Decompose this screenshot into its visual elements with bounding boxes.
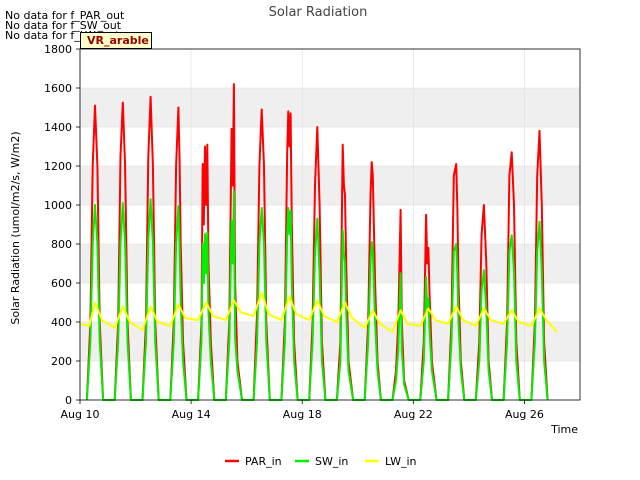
series-lines	[79, 83, 558, 401]
x-tick-label: Aug 14	[172, 408, 211, 421]
y-tick-label: 1200	[44, 160, 72, 173]
y-tick-label: 1800	[44, 43, 72, 56]
legend-label: SW_in	[315, 455, 348, 468]
series-line-lw-in	[79, 291, 558, 333]
legend-label: LW_in	[385, 455, 417, 468]
site-label-box: VR_arable	[80, 32, 152, 49]
series-line-sw-in	[85, 190, 549, 401]
y-tick-label: 1400	[44, 121, 72, 134]
y-tick-label: 0	[65, 394, 72, 407]
x-axis-label: Time	[550, 423, 578, 436]
x-axis: Aug 10 Aug 14 Aug 18 Aug 22 Aug 26	[61, 400, 544, 421]
y-axis: 0 200 400 600 800 1000 1200 1400 1600 1800	[44, 43, 80, 407]
y-tick-label: 800	[51, 238, 72, 251]
y-tick-label: 600	[51, 277, 72, 290]
plot-band	[80, 322, 580, 361]
plot-band	[80, 244, 580, 283]
x-tick-label: Aug 10	[61, 408, 100, 421]
x-tick-label: Aug 22	[394, 408, 433, 421]
legend: PAR_in SW_in LW_in	[225, 455, 417, 468]
plot-background-bands	[80, 88, 580, 361]
y-tick-label: 1000	[44, 199, 72, 212]
chart-title: Solar Radiation	[269, 5, 368, 20]
legend-label: PAR_in	[245, 455, 282, 468]
y-tick-label: 200	[51, 355, 72, 368]
y-tick-label: 1600	[44, 82, 72, 95]
plot-band	[80, 166, 580, 205]
x-tick-label: Aug 18	[283, 408, 322, 421]
plot-frame	[79, 48, 581, 401]
no-data-note-par: No data for f_PAR_out	[5, 9, 125, 22]
x-tick-label: Aug 26	[505, 408, 544, 421]
y-tick-label: 400	[51, 316, 72, 329]
plot-band	[80, 88, 580, 127]
no-data-note-sw: No data for f_SW_out	[5, 19, 122, 32]
y-axis-label: Solar Radiation (umol/m2/s, W/m2)	[9, 131, 22, 324]
